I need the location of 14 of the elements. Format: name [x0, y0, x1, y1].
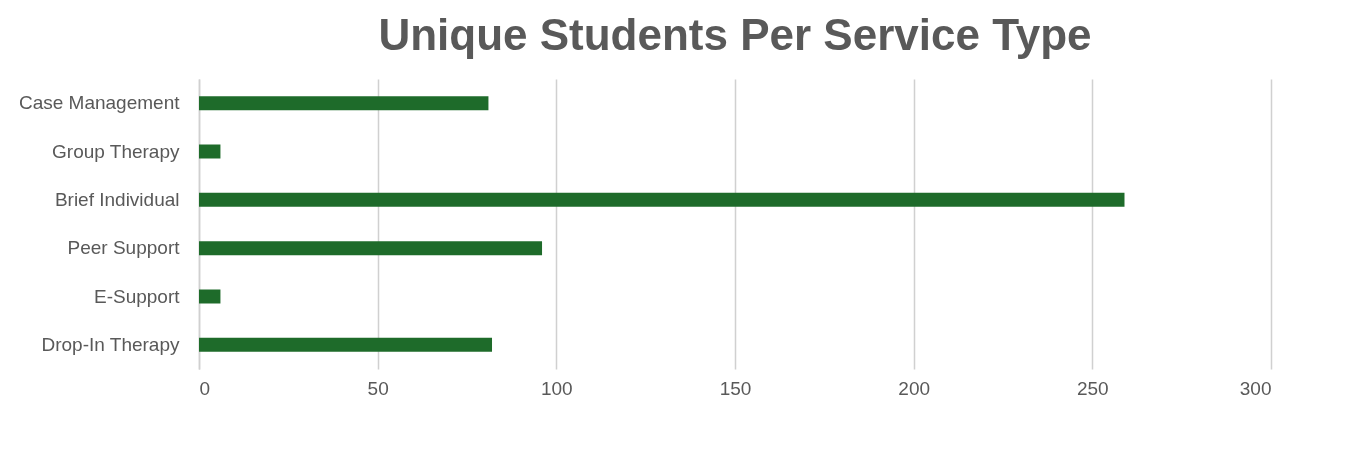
x-tick-label: 50 [367, 377, 389, 399]
x-tick-label: 100 [540, 377, 573, 399]
y-tick-label: Group Therapy [52, 140, 180, 162]
x-tick-label: 150 [719, 377, 752, 399]
y-tick-label: Peer Support [67, 237, 181, 259]
x-tick-label: 200 [898, 377, 931, 399]
y-tick-label: Drop-In Therapy [41, 333, 180, 355]
y-tick-label: Brief Individual [54, 188, 180, 210]
y-tick-label: Case Management [18, 92, 181, 114]
x-tick-label: 300 [1239, 377, 1272, 399]
x-tick-label: 0 [199, 377, 211, 399]
chart-title: Unique Students Per Service Type [378, 10, 1092, 59]
x-tick-label: 250 [1076, 377, 1109, 399]
y-tick-label: E-Support [93, 285, 181, 307]
